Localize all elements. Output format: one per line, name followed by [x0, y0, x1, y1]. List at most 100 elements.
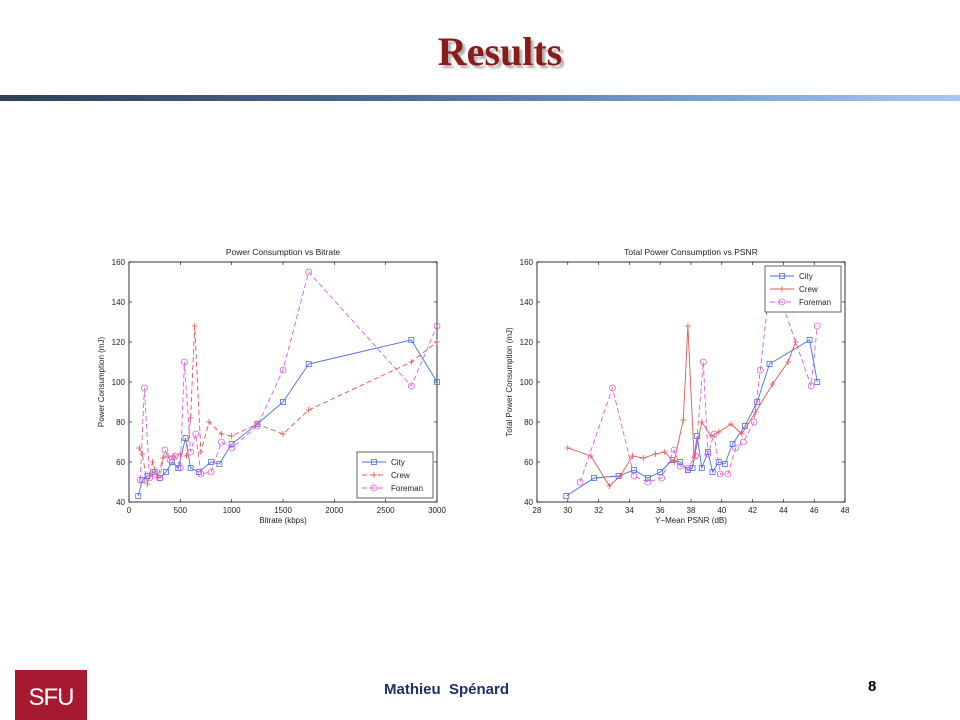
y-tick-label: 40 [524, 498, 533, 507]
data-point-foreman [716, 470, 724, 478]
series-line-foreman [139, 271, 438, 481]
data-point-crew [684, 323, 691, 329]
x-tick-label: 1000 [223, 506, 241, 515]
x-tick-label: 3000 [428, 506, 446, 515]
data-point-city [228, 441, 235, 447]
data-point-city [715, 459, 722, 465]
y-tick-label: 140 [520, 298, 534, 307]
data-point-crew [218, 431, 225, 437]
data-point-city [806, 337, 813, 343]
data-point-crew [606, 483, 613, 489]
legend-label-crew: Crew [799, 285, 818, 294]
data-point-crew [136, 445, 143, 451]
x-tick-label: 2500 [377, 506, 395, 515]
data-point-foreman [704, 450, 712, 458]
data-point-foreman [176, 464, 184, 472]
x-tick-label: 0 [127, 506, 132, 515]
data-point-city [729, 441, 736, 447]
series-line-city [566, 339, 818, 497]
data-point-city [766, 361, 773, 367]
data-point-foreman [253, 422, 261, 430]
y-tick-label: 140 [112, 298, 126, 307]
data-point-foreman [187, 448, 194, 456]
data-point-foreman [658, 474, 666, 482]
data-point-crew [661, 449, 668, 455]
data-point-crew [785, 359, 792, 365]
x-tick-label: 44 [779, 506, 788, 515]
data-point-city [280, 399, 286, 405]
data-point-foreman [305, 268, 313, 276]
data-point-city [591, 475, 597, 481]
data-point-foreman [684, 464, 692, 472]
data-point-city [698, 465, 705, 471]
data-point-city [814, 379, 821, 385]
data-point-crew [698, 419, 705, 425]
y-tick-label: 80 [524, 418, 533, 427]
data-point-foreman [732, 444, 740, 452]
data-point-crew [408, 359, 415, 365]
data-point-foreman [807, 382, 815, 390]
x-tick-label: 30 [563, 506, 572, 515]
page-number: 8 [868, 678, 877, 695]
data-point-foreman [710, 430, 718, 438]
x-axis-label: Y−Mean PSNR (dB) [655, 516, 727, 525]
x-tick-label: 2000 [325, 506, 343, 515]
x-tick-label: 28 [533, 506, 542, 515]
x-tick-label: 42 [748, 506, 757, 515]
legend-label-crew: Crew [391, 471, 410, 480]
x-tick-label: 36 [656, 506, 665, 515]
data-point-foreman [151, 470, 159, 478]
legend-marker-foreman [778, 298, 786, 306]
data-point-crew [206, 419, 213, 425]
data-point-foreman [756, 366, 764, 374]
data-point-city [408, 337, 415, 343]
data-point-foreman [813, 322, 821, 330]
x-tick-label: 32 [594, 506, 603, 515]
data-point-crew [680, 417, 687, 423]
data-point-foreman [161, 446, 169, 454]
sfu-logo: SFU [15, 670, 87, 720]
series-line-city [137, 339, 438, 497]
y-tick-label: 100 [112, 378, 126, 387]
x-tick-label: 48 [841, 506, 850, 515]
data-point-crew [144, 481, 151, 487]
x-tick-label: 500 [174, 506, 188, 515]
data-point-city [163, 469, 169, 475]
y-tick-label: 160 [112, 258, 126, 267]
series-crew [136, 323, 440, 487]
legend-box [356, 451, 434, 499]
data-point-city [631, 467, 637, 473]
series-crew [564, 323, 799, 489]
data-point-foreman [136, 476, 144, 484]
data-point-crew [191, 323, 198, 329]
x-tick-label: 40 [717, 506, 726, 515]
data-point-crew [228, 433, 235, 439]
x-tick-label: 1500 [274, 506, 292, 515]
data-point-crew [652, 451, 659, 457]
footer-author: Mathieu Spénard [384, 681, 510, 698]
legend-label-foreman: Foreman [799, 298, 831, 307]
data-point-foreman [576, 478, 584, 486]
data-point-crew [139, 451, 146, 457]
chart-title: Power Consumption vs Bitrate [226, 247, 341, 257]
data-point-crew [280, 431, 286, 437]
chart-power-vs-psnr: Total Power Consumption vs PSNR 28 30 32 34 3… [505, 247, 850, 525]
data-point-crew [197, 449, 204, 455]
data-point-crew [629, 453, 636, 459]
data-point-city [208, 459, 215, 465]
data-point-crew [434, 339, 440, 345]
data-point-crew [183, 453, 190, 459]
data-point-foreman [207, 468, 215, 476]
data-point-foreman [692, 452, 700, 460]
data-point-foreman [630, 472, 638, 480]
y-tick-label: 120 [520, 338, 534, 347]
y-tick-label: 60 [116, 458, 125, 467]
data-point-foreman [670, 446, 678, 454]
data-point-crew [671, 459, 678, 465]
data-point-city [216, 461, 223, 467]
x-tick-label: 38 [687, 506, 696, 515]
data-point-foreman [192, 430, 200, 438]
data-point-city [669, 457, 676, 463]
data-point-foreman [724, 470, 732, 478]
y-tick-label: 120 [112, 338, 126, 347]
